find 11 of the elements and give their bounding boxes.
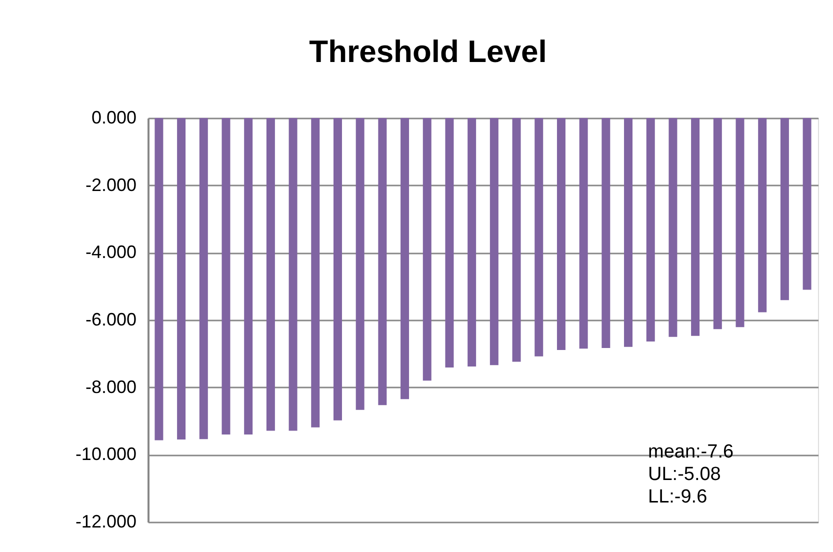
y-tick-label: -4.000 bbox=[85, 242, 136, 262]
y-tick-label: -6.000 bbox=[85, 310, 136, 330]
annotation: LL:-9.6 bbox=[648, 486, 708, 508]
y-tick-label: -8.000 bbox=[85, 376, 136, 397]
y-tick-label: -2.000 bbox=[85, 174, 136, 195]
y-tick-label: -10.000 bbox=[75, 444, 136, 464]
y-tick-label: -12.000 bbox=[75, 512, 136, 532]
y-tick-label: 0.000 bbox=[91, 108, 136, 128]
annotation: mean:-7.6 bbox=[648, 441, 734, 462]
chart-title: Threshold Level bbox=[309, 34, 547, 69]
annotation: UL:-5.08 bbox=[648, 464, 721, 485]
